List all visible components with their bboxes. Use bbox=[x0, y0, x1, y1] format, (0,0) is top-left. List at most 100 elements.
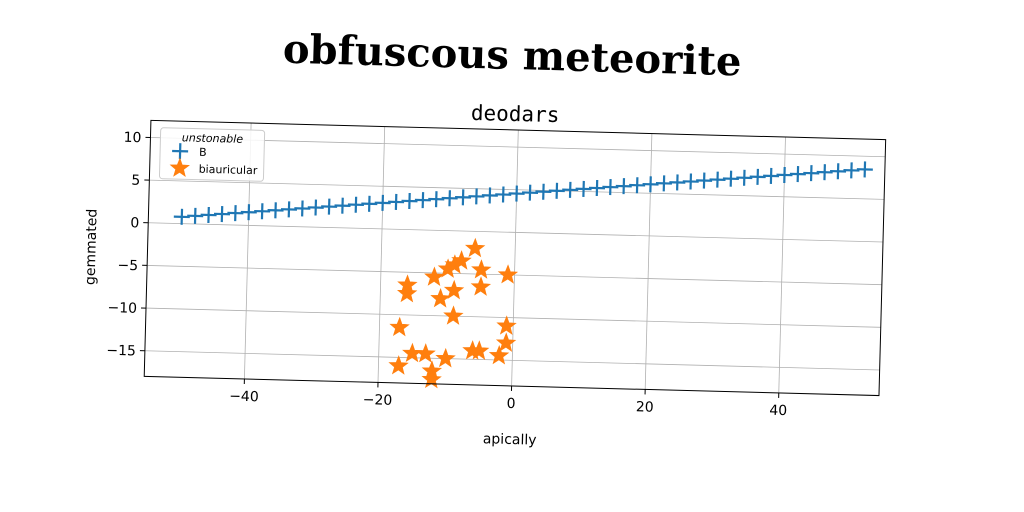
x-tick-label: −40 bbox=[229, 389, 259, 406]
y-gridline bbox=[145, 307, 881, 328]
plus-data-point bbox=[830, 163, 847, 180]
plus-data-point bbox=[307, 199, 324, 216]
plus-data-point bbox=[401, 193, 418, 210]
plus-data-point bbox=[682, 173, 699, 190]
legend-entry-label: B bbox=[199, 146, 207, 159]
x-gridline bbox=[377, 126, 386, 383]
star-data-point bbox=[470, 276, 492, 296]
plus-data-point bbox=[455, 189, 472, 206]
plus-data-point bbox=[428, 191, 445, 208]
plus-data-point bbox=[213, 206, 231, 223]
y-tick-label: 10 bbox=[123, 130, 141, 146]
x-tick-label: 40 bbox=[769, 403, 787, 419]
plus-data-point bbox=[200, 206, 217, 223]
plus-data-point bbox=[294, 200, 311, 217]
star-data-point bbox=[389, 316, 410, 337]
series-B bbox=[173, 161, 873, 225]
plus-data-point bbox=[468, 188, 485, 205]
plus-data-point bbox=[481, 187, 498, 204]
plus-data-point bbox=[321, 198, 338, 215]
plus-data-point bbox=[441, 190, 458, 207]
plus-data-point bbox=[856, 161, 873, 178]
star-data-point bbox=[424, 266, 445, 287]
x-gridline bbox=[644, 133, 653, 390]
plus-data-point bbox=[816, 164, 833, 181]
plus-data-point bbox=[414, 192, 431, 209]
star-data-point bbox=[435, 347, 456, 368]
star-data-point bbox=[469, 340, 490, 360]
plus-data-point bbox=[334, 197, 351, 214]
x-axis-label: apically bbox=[483, 431, 537, 448]
plus-data-point bbox=[789, 166, 806, 183]
plus-data-point bbox=[575, 180, 592, 197]
plus-data-point bbox=[548, 182, 565, 199]
series-biauricular bbox=[388, 237, 519, 389]
star-data-point bbox=[415, 343, 436, 363]
plus-data-point bbox=[240, 204, 257, 221]
y-tick-label: 5 bbox=[131, 173, 140, 189]
star-data-point bbox=[443, 305, 464, 325]
plus-data-point bbox=[227, 205, 244, 222]
plus-data-point bbox=[709, 171, 726, 188]
star-data-point bbox=[437, 258, 459, 278]
plus-data-point bbox=[843, 162, 860, 179]
plus-data-point bbox=[187, 207, 204, 224]
plus-data-point bbox=[803, 165, 820, 182]
plus-data-point bbox=[562, 181, 579, 198]
plus-data-point bbox=[602, 179, 619, 196]
plus-data-point bbox=[508, 185, 525, 202]
grid bbox=[144, 123, 886, 393]
plus-data-point bbox=[388, 193, 405, 210]
plus-data-point bbox=[736, 169, 753, 186]
y-gridline bbox=[147, 265, 882, 286]
plot-title: deodars bbox=[471, 101, 560, 127]
plus-data-point bbox=[776, 166, 793, 184]
ticks: −40 −20 0 20 40 10 5 0 −5 −10 −15 bbox=[106, 130, 787, 419]
x-tick-label: −20 bbox=[363, 392, 393, 409]
plus-data-point bbox=[280, 201, 297, 218]
plus-data-point bbox=[588, 179, 606, 197]
plus-data-point bbox=[749, 168, 766, 185]
y-gridline bbox=[150, 137, 886, 158]
y-gridline bbox=[144, 350, 880, 371]
legend-marker-B bbox=[172, 143, 189, 160]
plus-data-point bbox=[615, 178, 632, 195]
legend-title: unstonable bbox=[182, 131, 244, 146]
plus-data-point bbox=[347, 196, 364, 213]
plus-data-point bbox=[254, 203, 271, 220]
y-tick-label: −15 bbox=[106, 343, 136, 360]
x-tick-label: 0 bbox=[506, 396, 515, 412]
plus-data-point bbox=[495, 186, 512, 203]
star-data-point bbox=[497, 264, 519, 284]
plus-data-point bbox=[361, 195, 378, 212]
plus-data-point bbox=[629, 177, 646, 194]
star-data-point bbox=[388, 355, 409, 375]
plus-data-point bbox=[722, 170, 739, 187]
star-data-point bbox=[430, 288, 451, 308]
star-data-point bbox=[443, 279, 465, 300]
plus-data-point bbox=[374, 194, 391, 211]
plus-data-point bbox=[535, 183, 552, 200]
plus-data-point bbox=[521, 184, 539, 201]
plus-data-point bbox=[696, 172, 713, 189]
y-tick-label: −10 bbox=[107, 300, 137, 317]
legend-marker-biauricular bbox=[169, 157, 190, 178]
y-tick-label: 0 bbox=[130, 215, 139, 231]
plus-data-point bbox=[655, 175, 672, 192]
data-series bbox=[173, 161, 873, 389]
x-tick-label: 20 bbox=[636, 399, 654, 415]
legend-entry-label: biauricular bbox=[198, 163, 257, 178]
star-data-point bbox=[471, 259, 492, 279]
plus-data-point bbox=[669, 174, 686, 191]
plus-data-point bbox=[763, 167, 780, 184]
star-data-point bbox=[495, 332, 517, 352]
star-data-point bbox=[488, 344, 510, 365]
plus-data-point bbox=[642, 176, 659, 193]
plus-data-point bbox=[173, 208, 190, 225]
star-data-point bbox=[496, 315, 517, 335]
y-gridline bbox=[148, 222, 883, 243]
star-data-point bbox=[396, 282, 418, 303]
y-tick-label: −5 bbox=[117, 258, 138, 275]
